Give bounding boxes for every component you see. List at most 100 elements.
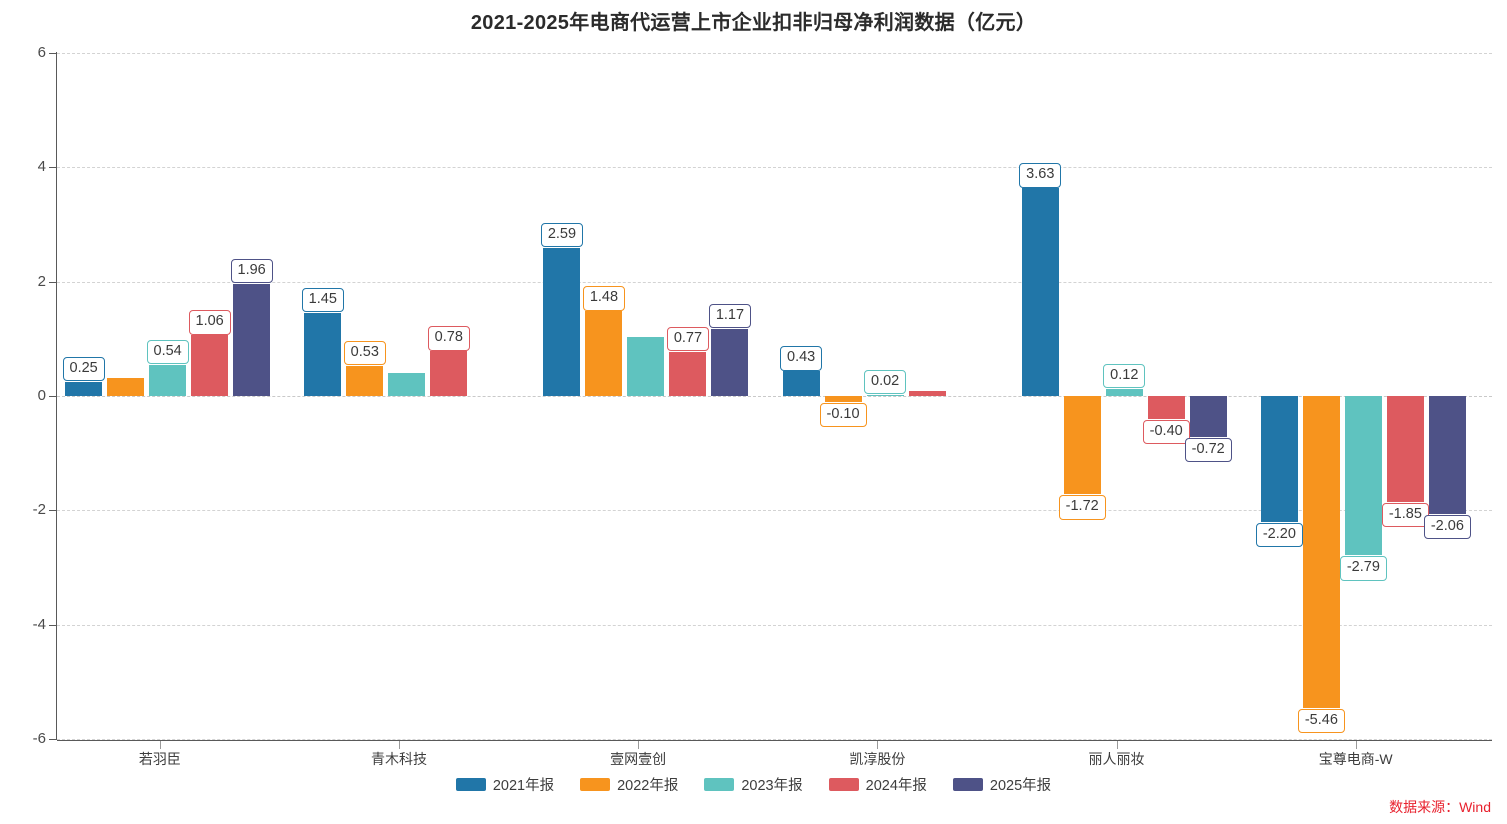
x-tick-mark [877,741,879,749]
bar-value-label: 0.53 [343,340,386,365]
y-tick-mark [49,739,57,740]
gridline [57,396,1492,397]
bar-value-label: 0.02 [864,369,907,395]
bar-value-label: 1.17 [708,304,752,329]
bar [543,247,581,396]
bar [430,351,468,396]
source-note: 数据来源：Wind [1389,799,1491,815]
bar-value-label: 0.43 [780,346,823,371]
bar-value-label: 0.25 [62,356,105,381]
y-tick-label: -6 [32,730,46,747]
legend-swatch [952,778,983,791]
bar [1063,396,1101,495]
y-tick-mark [49,624,57,626]
bar [908,390,946,396]
bar-value-label: -2.79 [1339,556,1387,581]
x-tick-mark [1355,741,1357,749]
y-tick-label: 0 [37,387,46,404]
bar-value-label: 0.54 [146,340,189,365]
legend-swatch [704,778,735,791]
x-category-label: 壹网壹创 [610,751,667,767]
bar [824,396,862,402]
legend-item[interactable]: 2021年报 [455,774,555,795]
bar [627,337,665,396]
bar-value-label: 1.48 [582,286,626,311]
bar [346,365,384,396]
y-tick-mark [49,396,57,397]
bar [1302,396,1340,709]
bar-value-label: -1.72 [1058,495,1106,520]
y-tick-label: 4 [37,158,46,176]
bar [304,313,342,396]
legend-label: 2024年报 [865,778,927,794]
bar [1428,396,1466,514]
bar-value-label: 3.63 [1019,163,1062,188]
x-category-label: 凯淳股份 [849,751,906,767]
bar-value-label: 0.78 [427,326,470,351]
bar-value-label: -2.20 [1255,522,1303,547]
y-tick-mark [49,167,57,169]
legend-label: 2025年报 [989,778,1052,794]
bar-value-label: 0.77 [666,326,710,352]
bar [1147,396,1185,419]
bar-value-label: 0.12 [1103,364,1146,389]
bar-value-label: -0.72 [1184,438,1232,463]
bar [669,351,707,396]
chart-legend: 2021年报 2022年报 2023年报 2024年报 2025年报 [0,774,1507,795]
y-tick-label: -2 [32,501,46,519]
x-axis-line [57,740,1492,741]
bar [711,329,749,396]
bar [866,394,904,396]
bar-value-label: -5.46 [1297,709,1345,734]
x-category-label: 青木科技 [371,751,427,767]
bar-value-label: -2.06 [1423,514,1471,539]
bar [107,378,144,396]
x-tick-mark [399,741,400,749]
bar [1260,396,1298,522]
legend-swatch [580,778,611,791]
x-category-label: 丽人丽妆 [1088,751,1145,767]
bar [1189,396,1227,438]
legend-label: 2023年报 [741,778,803,794]
gridline [57,167,1492,169]
bar [782,371,820,396]
x-tick-mark [159,741,161,749]
y-tick-label: -4 [32,615,46,633]
x-category-label: 若羽臣 [138,751,181,767]
bar-value-label: 1.96 [230,258,273,284]
bar [65,381,102,396]
legend-item[interactable]: 2023年报 [704,774,803,795]
bar [149,365,186,396]
bar-value-label: 2.59 [540,222,584,248]
bar-value-label: -0.40 [1142,419,1190,445]
bar [1344,396,1382,556]
gridline [57,739,1492,740]
gridline [57,281,1492,283]
bar [233,283,270,396]
bar-value-label: 1.06 [188,310,231,335]
bar-value-label: -1.85 [1381,502,1429,527]
bar [1386,396,1424,502]
gridline [57,53,1492,54]
bar [191,335,228,396]
gridline [57,624,1492,626]
legend-item[interactable]: 2022年报 [580,774,678,795]
bar [1105,389,1143,396]
bar [388,373,426,396]
y-tick-mark [49,510,57,512]
legend-item[interactable]: 2025年报 [952,774,1052,795]
x-tick-mark [638,741,640,749]
y-tick-mark [49,53,57,54]
bar [585,311,623,396]
bar [1021,188,1059,396]
legend-swatch [455,778,486,791]
legend-label: 2021年报 [492,778,555,794]
chart-title: 2021-2025年电商代运营上市企业扣非归母净利润数据（亿元） [470,12,1037,34]
x-tick-mark [1116,741,1118,749]
legend-label: 2022年报 [617,778,679,794]
plot-area [57,53,1492,740]
legend-item[interactable]: 2024年报 [828,774,927,795]
y-tick-label: 6 [37,44,46,61]
y-tick-label: 2 [37,272,46,290]
